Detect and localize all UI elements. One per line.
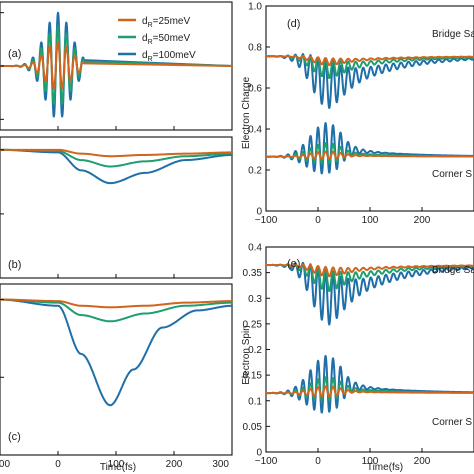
- legend-label-d25: dR=25meV: [142, 16, 190, 29]
- x-axis-title-left: Time(fs): [100, 462, 136, 473]
- series-d-bridge-d25: [265, 55, 474, 67]
- panel-label-c: (c): [8, 431, 21, 443]
- x-tick-label-left: 300: [212, 459, 229, 470]
- y-tick-label-d: 0: [256, 207, 262, 218]
- x-tick-label-left: 0: [55, 459, 61, 470]
- y-tick-label-d: 0.2: [248, 166, 262, 177]
- series-c-d25: [0, 298, 233, 309]
- legend: dR=25meV dR=50meV dR=100meV: [118, 16, 196, 63]
- y-tick-label-e: 0.1: [248, 396, 262, 407]
- series-e-corner-d100: [265, 354, 474, 414]
- panel-label-b: (b): [8, 259, 21, 271]
- panel-d: 00.20.40.60.81.0−100 0 100 200: [248, 2, 474, 226]
- x-tick-label-d: 100: [362, 215, 379, 226]
- x-tick-label-e: 200: [414, 456, 431, 467]
- y-tick-label-e: 0.3: [248, 294, 262, 305]
- annotation-bridge-d: Bridge Sa: [432, 29, 474, 40]
- y-axis-title-spin: Electron Spin: [241, 325, 252, 384]
- series-b-d25: [0, 148, 233, 158]
- x-tick-label-d: 200: [414, 215, 431, 226]
- series-d-corner-d100: [265, 122, 474, 175]
- series-e-bridge-d25: [265, 263, 474, 278]
- x-tick-label-d: −100: [255, 215, 278, 226]
- x-tick-label-e: −100: [255, 456, 278, 467]
- y-tick-label-d: 1.0: [248, 2, 262, 13]
- series-d-bridge-d100: [265, 53, 474, 109]
- y-tick-label-e: 0.4: [248, 243, 262, 254]
- y-tick-label-d: 0.6: [248, 84, 262, 95]
- y-tick-label-e: 0.35: [243, 268, 263, 279]
- x-tick-label-e: 0: [315, 456, 321, 467]
- x-tick-label-left: -100: [0, 459, 10, 470]
- series-e-bridge-d50: [265, 263, 474, 293]
- series-e-bridge-d100: [265, 261, 474, 326]
- panel-label-d: (d): [287, 18, 300, 30]
- annotation-corner-d: Corner S: [432, 169, 472, 180]
- panel-b: [0, 136, 233, 279]
- panel-a: [0, 1, 233, 131]
- x-axis-title-right: Time(fs): [367, 462, 403, 473]
- x-tick-label-d: 0: [315, 215, 321, 226]
- legend-label-d50: dR=50meV: [142, 33, 190, 46]
- series-c-d100: [0, 298, 233, 407]
- x-tick-label-e: 100: [362, 456, 379, 467]
- series-e-corner-d25: [265, 385, 474, 398]
- panel-e: 00.050.10.150.20.250.30.350.4−100 0 100 200: [243, 243, 474, 467]
- annotation-bridge-e: Bridge Sa: [432, 265, 474, 276]
- y-tick-label-e: 0.2: [248, 345, 262, 356]
- panel-label-a: (a): [8, 48, 21, 60]
- y-tick-label-e: 0.15: [243, 371, 263, 382]
- annotation-corner-e: Corner S: [432, 417, 472, 428]
- legend-label-d100: dR=100meV: [142, 50, 196, 63]
- y-tick-label-d: 0.4: [248, 125, 262, 136]
- y-tick-label-d: 0.8: [248, 43, 262, 54]
- y-tick-label-e: 0.25: [243, 319, 263, 330]
- series-c-d50: [0, 298, 233, 323]
- series-a-d25: [0, 41, 233, 90]
- y-tick-label-e: 0: [256, 448, 262, 459]
- x-tick-label-left: 100: [108, 459, 125, 470]
- x-tick-label-left: 200: [166, 459, 183, 470]
- y-tick-label-e: 0.05: [243, 422, 263, 433]
- panel-c: -100 0 100 200 300: [0, 283, 233, 470]
- panel-label-e: (e): [287, 258, 300, 270]
- y-axis-title-charge: Electron Charge: [241, 76, 252, 149]
- panel-b-frame: [0, 136, 233, 279]
- series-d-corner-d25: [265, 150, 474, 161]
